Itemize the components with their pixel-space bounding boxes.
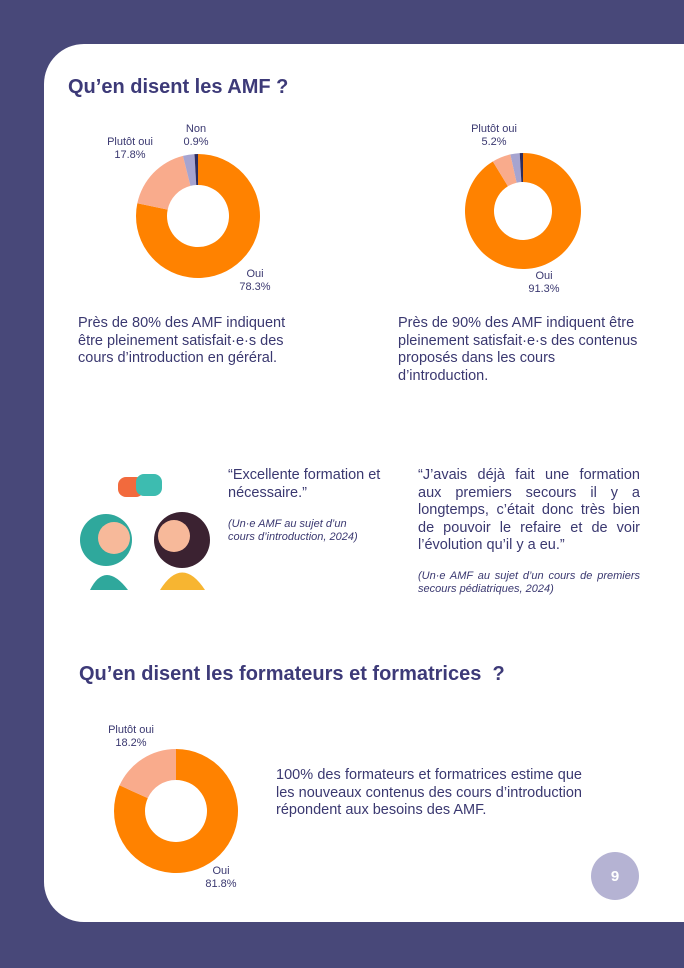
slice-label: Oui [535, 270, 552, 282]
slice-value: 81.8% [205, 878, 236, 890]
paragraph: 100% des formateurs et formatrices estim… [276, 767, 582, 818]
quote: “J’avais déjà fait une formation aux pre… [418, 467, 640, 553]
body [160, 572, 205, 590]
donut-slice [136, 154, 261, 278]
paragraph: Près de 80% des AMF indiquent être plein… [78, 315, 286, 366]
page-number: 9 [611, 868, 619, 885]
slice-value: 0.9% [183, 136, 208, 148]
donut-slice [492, 154, 517, 187]
slice-label: Plutôt oui [471, 123, 517, 135]
donut-slice [194, 154, 198, 186]
illustration [80, 474, 210, 590]
quote-source: (Un·e AMF au sujet d’un cours d’introduc… [228, 518, 358, 543]
donut-slice [465, 153, 581, 269]
face [98, 522, 130, 554]
slice-value: 17.8% [114, 149, 145, 161]
slice-value: 91.3% [528, 283, 559, 295]
slice-value: 78.3% [239, 281, 270, 293]
slice-label: Non [186, 123, 206, 135]
body [90, 575, 128, 590]
face [158, 520, 190, 552]
donut-slice [137, 155, 191, 210]
slice-value: 5.2% [481, 136, 506, 148]
donut-slice [519, 153, 523, 183]
speech-bubble [136, 474, 162, 496]
donut-slice [510, 153, 522, 183]
quote: “Excellente formation et nécessaire.” [228, 467, 381, 501]
donut-slice [114, 749, 239, 873]
donut-slice [119, 748, 176, 799]
slice-label: Plutôt oui [107, 136, 153, 148]
donut-slice [182, 154, 197, 186]
section-title: Qu’en disent les formateurs et formatric… [79, 663, 505, 685]
quote-source: (Un·e AMF au sujet d’un cours de premier… [418, 570, 640, 595]
title: Qu’en disent les AMF ? [68, 76, 289, 98]
slice-value: 18.2% [115, 737, 146, 749]
page-number-badge [591, 852, 639, 900]
slice-label: Oui [212, 865, 229, 877]
slice-label: Oui [246, 268, 263, 280]
slice-label: Plutôt oui [108, 724, 154, 736]
paragraph: Près de 90% des AMF indiquent être plein… [398, 315, 638, 384]
